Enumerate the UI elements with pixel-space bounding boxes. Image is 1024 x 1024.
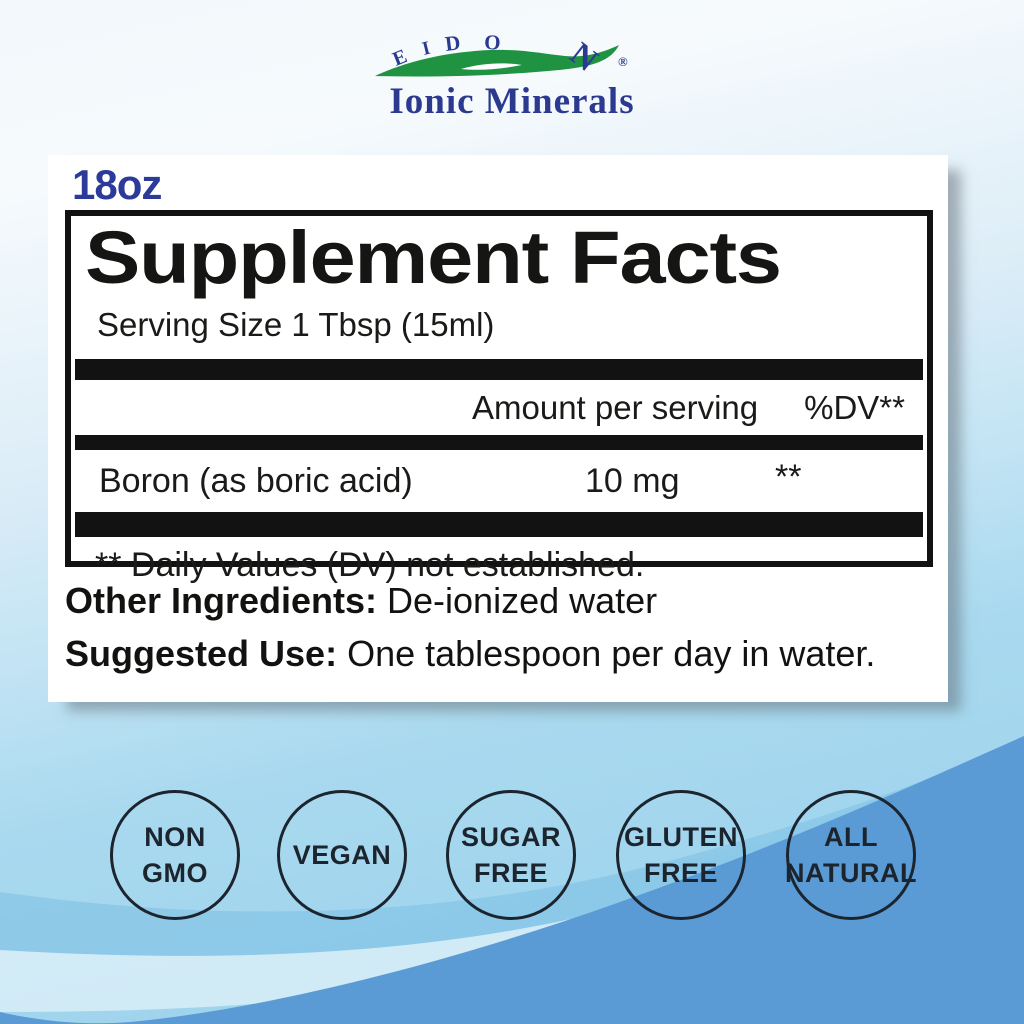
- badge-line: GLUTEN: [624, 821, 738, 852]
- nutrient-amount: 10 mg: [585, 462, 680, 500]
- badge-line: VEGAN: [292, 839, 392, 870]
- badge-vegan: VEGAN: [277, 790, 407, 920]
- brand-letter-e: E: [390, 45, 411, 70]
- brand-letter-d: D: [444, 30, 462, 56]
- badge-sugar-free: SUGAR FREE: [446, 790, 576, 920]
- suggested-use-value: One tablespoon per day in water.: [347, 633, 876, 674]
- nutrient-dv: **: [775, 458, 802, 496]
- other-ingredients-value: De-ionized water: [387, 580, 658, 621]
- brand-logo-mark: E I D O N ®: [375, 30, 628, 79]
- badge-line: NON: [144, 821, 206, 852]
- divider-bar-thin: [75, 435, 923, 450]
- brand-letter-n: N: [563, 36, 604, 79]
- badge-gluten-free: GLUTEN FREE: [616, 790, 746, 920]
- nutrient-name: Boron (as boric acid): [99, 462, 413, 500]
- column-amount-per-serving: Amount per serving: [471, 389, 759, 426]
- registered-mark: ®: [618, 54, 628, 69]
- other-ingredients-label: Other Ingredients:: [65, 580, 378, 621]
- supplement-label-panel: 18oz Supplement Facts Serving Size 1 Tbs…: [48, 155, 948, 702]
- logo-swoosh: [375, 45, 619, 77]
- serving-size: Serving Size 1 Tbsp (15ml): [97, 306, 495, 343]
- divider-bar-thick: [75, 359, 923, 380]
- size-text: 18oz: [72, 161, 162, 208]
- badge-non-gmo: NON GMO: [110, 790, 240, 920]
- badge-line: FREE: [473, 858, 548, 888]
- column-header-row: Amount per serving %DV**: [71, 380, 927, 435]
- wave-swoosh-dark: [0, 736, 1024, 1024]
- brand-letter-o: O: [484, 30, 501, 55]
- facts-title: Supplement Facts: [85, 216, 782, 299]
- column-percent-dv: %DV**: [804, 389, 905, 426]
- badge-line: NATURAL: [785, 858, 917, 888]
- logo-swoosh-highlight: [461, 63, 522, 70]
- suggested-use-row: Suggested Use: One tablespoon per day in …: [65, 633, 875, 675]
- badge-line: ALL: [824, 821, 878, 852]
- brand-logo: E I D O N ® Ionic Minerals: [362, 14, 662, 126]
- brand-letter-i: I: [420, 38, 432, 60]
- nutrient-row-boron: Boron (as boric acid) 10 mg **: [71, 450, 927, 512]
- supplement-facts-box: Supplement Facts Serving Size 1 Tbsp (15…: [65, 210, 933, 584]
- dv-footnote: ** Daily Values (DV) not established.: [95, 546, 645, 584]
- other-ingredients-row: Other Ingredients: De-ionized water: [65, 580, 657, 622]
- badge-line: SUGAR: [460, 821, 561, 852]
- suggested-use-label: Suggested Use:: [65, 633, 338, 674]
- brand-name: Ionic Minerals: [389, 81, 635, 122]
- badge-line: FREE: [643, 858, 718, 888]
- divider-bar-bottom: [75, 512, 923, 537]
- badge-all-natural: ALL NATURAL: [785, 790, 917, 920]
- badge-line: GMO: [142, 858, 208, 888]
